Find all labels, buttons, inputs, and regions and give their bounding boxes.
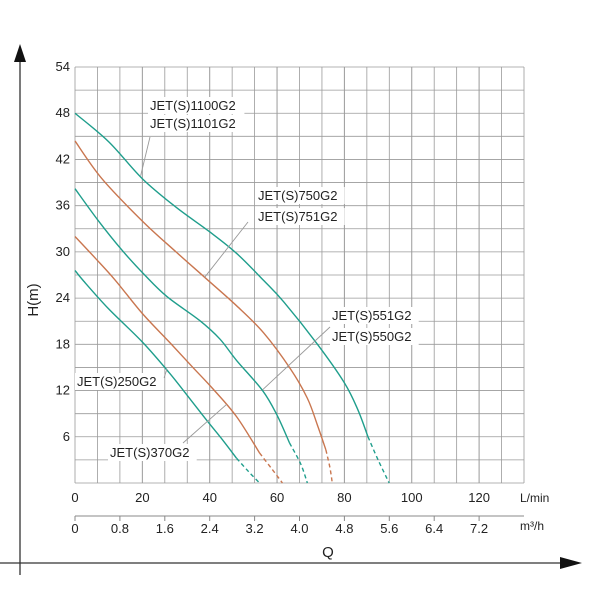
y-axis-label: H(m) [25,283,42,316]
x-tick-label-m3h: 0.8 [111,521,129,536]
series-label-bg [256,187,345,204]
series-label-bg [75,373,164,390]
x-tick-label-m3h: 6.4 [425,521,443,536]
leader-lines [140,136,331,444]
y-tick-label: 42 [56,151,70,166]
axes: 6 12 18 24 30 36 42 48 54 0 20 40 60 80 100 120 0 0.8 1.6 2… [0,44,582,575]
x-tick-label-m3h: 0 [71,521,78,536]
series-curve-dashed [325,449,333,484]
y-tick-label: 48 [56,105,70,120]
x-unit-lmin: L/min [520,491,549,505]
leader-line [204,221,249,278]
series-label: JET(S)1100G2 [150,98,236,113]
x-tick-label-m3h: 4.8 [335,521,353,536]
x-tick-label-lmin: 20 [135,490,149,505]
y-axis-arrowhead-icon [14,44,26,62]
series-label: JET(S)370G2 [110,445,189,460]
y-tick-label: 36 [56,198,70,213]
series-curve [74,140,327,451]
series-label-bg [148,115,245,132]
x-unit-m3h: m³/h [520,519,544,533]
series-labels: JET(S)1100G2 JET(S)1101G2 JET(S)750G2 JET(S… [75,97,419,461]
y-tick-label: 6 [63,429,70,444]
leader-line [182,404,227,444]
x-tick-label-m3h: 2.4 [201,521,219,536]
series-label-bg [330,328,419,345]
x-tick-label-lmin: 0 [71,490,78,505]
x-tick-label-m3h: 4.0 [290,521,308,536]
series-curve-dashed [258,452,284,484]
series-curve [74,188,291,444]
grid [74,66,525,484]
series-label: JET(S)750G2 [258,188,337,203]
x-tick-label-m3h: 1.6 [156,521,174,536]
x-axis-label: Q [322,544,334,561]
series-label: JET(S)250G2 [77,374,156,389]
x-axis-arrowhead-icon [560,557,582,569]
series-curve [74,269,238,459]
series-curve-dashed [236,457,261,484]
series-label: JET(S)551G2 [332,308,411,323]
leader-line [163,368,168,379]
series-label: JET(S)1101G2 [150,116,236,131]
series-label: JET(S)751G2 [258,209,337,224]
series-curve-dashed [367,436,390,484]
x-tick-label-lmin: 80 [337,490,351,505]
x-tick-label-m3h: 5.6 [380,521,398,536]
y-tick-label: 24 [56,290,70,305]
series-curve [74,236,261,454]
y-tick-label: 18 [56,336,70,351]
x-tick-label-lmin: 100 [401,490,423,505]
series-curve [74,112,369,438]
x-tick-label-m3h: 3.2 [246,521,264,536]
leader-line [140,136,151,176]
series-label-bg [256,208,345,225]
series-label: JET(S)550G2 [332,329,411,344]
x-tick-label-lmin: 40 [202,490,216,505]
curves [74,112,390,484]
y-tick-label: 12 [56,383,70,398]
x-tick-label-lmin: 60 [270,490,284,505]
series-label-bg [330,307,419,324]
x-tick-label-m3h: 7.2 [470,521,488,536]
series-curve-dashed [288,442,309,484]
leader-line [262,326,331,391]
y-tick-label: 30 [56,244,70,259]
series-label-bg [108,444,197,461]
series-label-bg [148,97,245,114]
y-tick-label: 54 [56,59,70,74]
x-tick-label-lmin: 120 [468,490,490,505]
